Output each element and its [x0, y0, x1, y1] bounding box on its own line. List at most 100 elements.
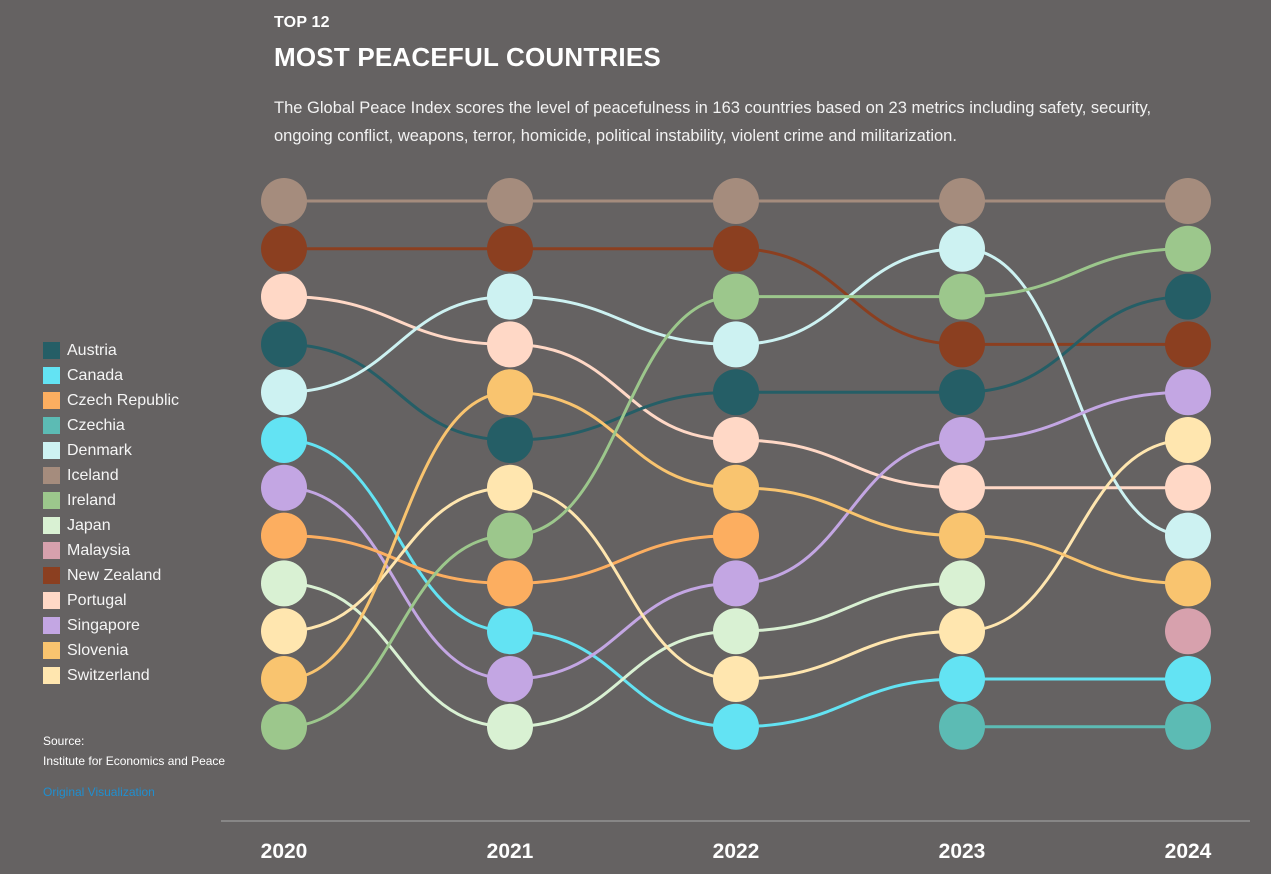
line-switzerland-2023-2024 [961, 438, 1189, 633]
dot-czech-republic-2020[interactable] [261, 512, 307, 559]
dot-canada-2021[interactable] [487, 608, 533, 655]
dot-denmark-2022[interactable] [713, 321, 759, 368]
x-axis-labels: 2020 2021 2022 2023 2024 [261, 840, 1212, 863]
dot-canada-2023[interactable] [939, 656, 985, 702]
line-switzerland-2021-2022 [509, 486, 737, 681]
legend-swatch [43, 617, 60, 634]
dot-denmark-2021[interactable] [487, 273, 533, 320]
legend-item-new-zealand: New Zealand [43, 563, 179, 588]
dot-new-zealand-2024[interactable] [1165, 321, 1211, 368]
dot-denmark-2024[interactable] [1165, 512, 1211, 559]
dot-singapore-2021[interactable] [487, 656, 533, 702]
dot-new-zealand-2022[interactable] [713, 225, 759, 272]
chart-description: The Global Peace Index scores the level … [274, 99, 1152, 145]
dot-iceland-2024[interactable] [1165, 178, 1211, 224]
line-slovenia-2023-2024 [961, 534, 1189, 585]
source-label: Source: [43, 734, 85, 748]
dot-austria-2024[interactable] [1165, 273, 1211, 320]
line-japan-2022-2023 [735, 581, 963, 633]
legend-item-austria: Austria [43, 338, 179, 363]
line-japan-2020-2021 [283, 581, 511, 729]
dot-czech-republic-2021[interactable] [487, 560, 533, 607]
dot-new-zealand-2020[interactable] [261, 225, 307, 272]
chart-title: MOST PEACEFUL COUNTRIES [274, 42, 661, 72]
dot-czechia-2024[interactable] [1165, 703, 1211, 750]
legend-label: Iceland [67, 466, 119, 484]
x-tick-label-2020: 2020 [261, 840, 308, 863]
line-portugal-2022-2023 [735, 438, 963, 490]
dot-denmark-2023[interactable] [939, 225, 985, 272]
line-japan-2021-2022 [509, 629, 737, 729]
legend-item-japan: Japan [43, 513, 179, 538]
dot-portugal-2021[interactable] [487, 321, 533, 368]
dot-singapore-2022[interactable] [713, 560, 759, 607]
legend-label: Portugal [67, 591, 127, 609]
dot-austria-2021[interactable] [487, 417, 533, 463]
legend-swatch [43, 592, 60, 609]
dot-slovenia-2021[interactable] [487, 369, 533, 416]
dot-austria-2023[interactable] [939, 369, 985, 416]
dot-portugal-2023[interactable] [939, 464, 985, 511]
dot-canada-2024[interactable] [1165, 656, 1211, 702]
line-ireland-2023-2024 [961, 247, 1189, 299]
dot-czech-republic-2022[interactable] [713, 512, 759, 559]
dot-ireland-2021[interactable] [487, 512, 533, 559]
dot-iceland-2023[interactable] [939, 178, 985, 224]
dot-canada-2020[interactable] [261, 417, 307, 463]
dot-ireland-2024[interactable] [1165, 225, 1211, 272]
dot-iceland-2020[interactable] [261, 178, 307, 224]
line-austria-2020-2021 [283, 342, 511, 442]
legend-item-iceland: Iceland [43, 463, 179, 488]
dot-austria-2020[interactable] [261, 321, 307, 368]
dot-singapore-2024[interactable] [1165, 369, 1211, 416]
dot-ireland-2020[interactable] [261, 703, 307, 750]
legend-label: Malaysia [67, 541, 131, 559]
dot-austria-2022[interactable] [713, 369, 759, 416]
line-slovenia-2022-2023 [735, 486, 963, 538]
legend-swatch [43, 642, 60, 659]
dot-portugal-2024[interactable] [1165, 464, 1211, 511]
legend-swatch [43, 667, 60, 684]
source-name: Institute for Economics and Peace [43, 754, 226, 768]
dot-slovenia-2023[interactable] [939, 512, 985, 559]
legend: Austria Canada Czech Republic Czechia Denmar… [43, 338, 179, 688]
line-switzerland-2022-2023 [735, 629, 963, 681]
dot-singapore-2020[interactable] [261, 464, 307, 511]
dot-canada-2022[interactable] [713, 703, 759, 750]
legend-label: Czechia [67, 416, 125, 434]
line-singapore-2023-2024 [961, 390, 1189, 442]
legend-label: Canada [67, 366, 124, 384]
dot-new-zealand-2021[interactable] [487, 225, 533, 272]
dot-slovenia-2022[interactable] [713, 464, 759, 511]
dot-japan-2021[interactable] [487, 703, 533, 750]
dot-portugal-2022[interactable] [713, 417, 759, 463]
dot-japan-2020[interactable] [261, 560, 307, 607]
dot-ireland-2023[interactable] [939, 273, 985, 320]
legend-label: New Zealand [67, 566, 162, 584]
line-slovenia-2021-2022 [509, 390, 737, 490]
dot-switzerland-2020[interactable] [261, 608, 307, 655]
dot-japan-2022[interactable] [713, 608, 759, 655]
dot-japan-2023[interactable] [939, 560, 985, 607]
dot-portugal-2020[interactable] [261, 273, 307, 320]
legend-label: Slovenia [67, 641, 129, 659]
dot-switzerland-2022[interactable] [713, 656, 759, 702]
dot-iceland-2021[interactable] [487, 178, 533, 224]
dot-singapore-2023[interactable] [939, 417, 985, 463]
dot-switzerland-2021[interactable] [487, 464, 533, 511]
dot-slovenia-2024[interactable] [1165, 560, 1211, 607]
dot-ireland-2022[interactable] [713, 273, 759, 320]
dot-switzerland-2024[interactable] [1165, 417, 1211, 463]
dot-new-zealand-2023[interactable] [939, 321, 985, 368]
original-visualization-link[interactable]: Original Visualization [43, 785, 155, 799]
dot-slovenia-2020[interactable] [261, 656, 307, 702]
dot-czechia-2023[interactable] [939, 703, 985, 750]
line-denmark-2020-2021 [283, 295, 511, 394]
dot-denmark-2020[interactable] [261, 369, 307, 416]
legend-item-singapore: Singapore [43, 613, 179, 638]
line-czech-republic-2021-2022 [509, 534, 737, 585]
dot-malaysia-2024[interactable] [1165, 608, 1211, 655]
dot-switzerland-2023[interactable] [939, 608, 985, 655]
dot-iceland-2022[interactable] [713, 178, 759, 224]
